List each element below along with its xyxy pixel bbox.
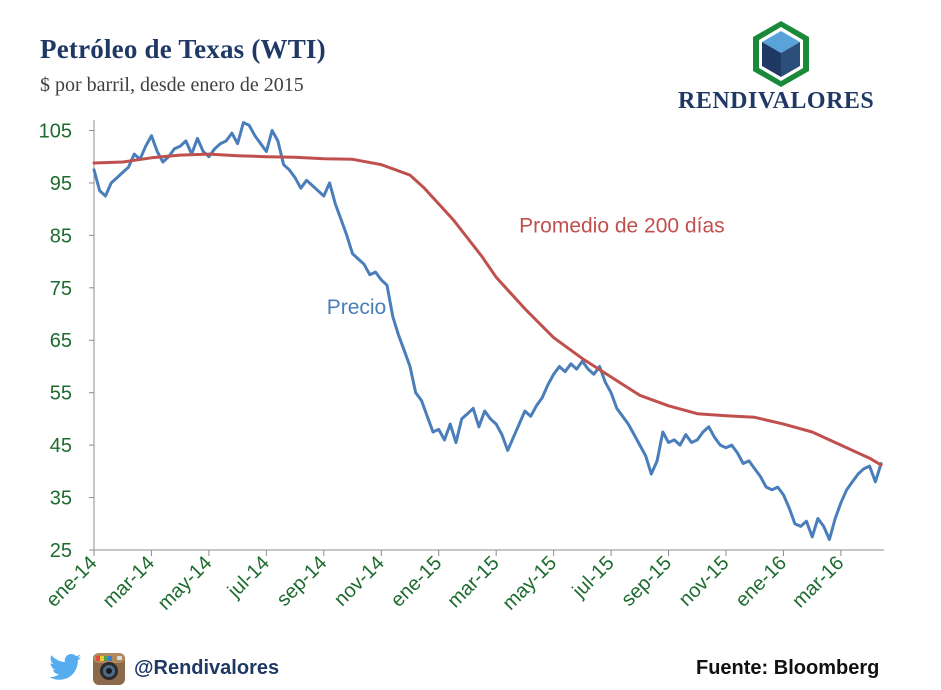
y-tick-label: 25 <box>50 540 72 562</box>
moving-average-series-line <box>92 152 883 467</box>
y-tick-label: 105 <box>39 120 72 142</box>
y-tick-label: 65 <box>50 330 72 352</box>
x-tick-label: ene-15 <box>387 552 447 612</box>
x-tick-label: may-14 <box>154 552 217 615</box>
x-tick-label: mar-15 <box>443 552 503 612</box>
x-tick-label: ene-16 <box>731 552 791 612</box>
price-series-label: Precio <box>327 296 387 319</box>
social-handle[interactable]: @Rendivalores <box>134 657 280 679</box>
x-tick-label: nov-15 <box>675 552 734 611</box>
cube-logo-icon <box>753 21 809 87</box>
x-tick-label: sep-15 <box>617 552 676 611</box>
twitter-icon[interactable] <box>47 652 83 684</box>
chart-title: Petróleo de Texas (WTI) <box>40 34 326 64</box>
source-note: Fuente: Bloomberg <box>696 657 880 679</box>
instagram-icon[interactable] <box>92 652 126 686</box>
y-tick-label: 55 <box>50 383 72 405</box>
x-tick-label: jul-15 <box>568 552 619 603</box>
brand-name: RENDIVALORES <box>678 88 875 114</box>
x-tick-label: mar-16 <box>788 552 848 612</box>
y-tick-label: 45 <box>50 435 72 457</box>
y-tick-label: 95 <box>50 173 72 195</box>
y-tick-label: 85 <box>50 225 72 247</box>
x-tick-label: sep-14 <box>273 552 332 611</box>
x-tick-label: may-15 <box>498 552 561 615</box>
x-tick-label: mar-14 <box>99 552 159 612</box>
moving-average-label: Promedio de 200 días <box>519 215 724 238</box>
chart-subtitle: $ por barril, desde enero de 2015 <box>40 74 304 96</box>
y-tick-label: 75 <box>50 278 72 300</box>
x-tick-label: jul-14 <box>223 552 274 603</box>
x-tick-label: nov-14 <box>330 552 389 611</box>
price-series-line <box>92 121 883 541</box>
y-tick-label: 35 <box>50 488 72 510</box>
